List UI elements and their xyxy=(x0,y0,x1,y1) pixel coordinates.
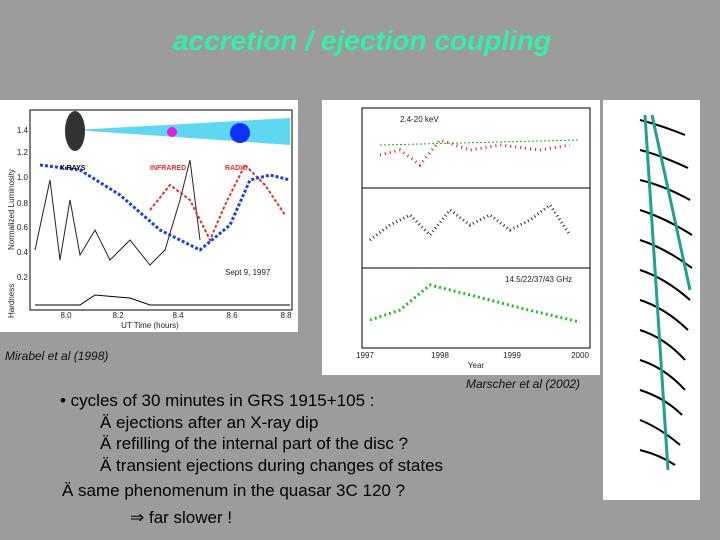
label: Normalized Luminosity xyxy=(7,169,16,250)
figure-caption: Mirabel et al (1998) xyxy=(5,349,108,363)
tick-label: 0.6 xyxy=(17,223,29,232)
xray-curve xyxy=(34,159,201,266)
bullet: • cycles of 30 minutes in GRS 1915+105 : xyxy=(60,391,374,410)
bullet: ⇒ far slower ! xyxy=(130,508,232,527)
tick-label: 0.2 xyxy=(17,273,29,282)
label: 2.4-20 keV xyxy=(400,115,439,124)
tick-label: 1999 xyxy=(503,351,521,360)
figure-marscher: 2.4-20 keV 14.5/22/37/43 GHz Year 1997 1… xyxy=(322,100,600,375)
ir-curve xyxy=(149,163,286,243)
figure-vlbi xyxy=(603,100,700,500)
tick-label: 8.2 xyxy=(112,311,124,320)
slide-title: accretion / ejection coupling xyxy=(173,25,551,56)
label: INFRARED xyxy=(150,165,186,172)
label: RADIO xyxy=(225,165,248,172)
guide-line xyxy=(379,139,581,146)
label: Year xyxy=(468,361,485,370)
tick-label: 8.4 xyxy=(172,311,184,320)
plot-frame xyxy=(29,109,293,311)
label: Hardness xyxy=(7,284,16,318)
figure-mirabel: X RAYS INFRARED RADIO Sept 9, 1997 Norma… xyxy=(0,100,298,332)
label: 14.5/22/37/43 GHz xyxy=(505,275,572,284)
tick-label: 1.2 xyxy=(17,148,29,157)
tick-label: 8.0 xyxy=(60,311,72,320)
hardness-curve xyxy=(35,294,290,306)
tick-label: 1997 xyxy=(356,351,374,360)
radio-blob xyxy=(230,123,250,143)
tick-label: 8.6 xyxy=(226,311,238,320)
label: X RAYS xyxy=(60,165,86,172)
disc-icon xyxy=(65,111,85,151)
tick-label: 1.0 xyxy=(17,173,29,182)
radio-points xyxy=(369,283,581,324)
figure-background xyxy=(322,100,600,375)
bullet: Ä same phenomenum in the quasar 3C 120 ? xyxy=(62,481,405,500)
tick-label: 2000 xyxy=(571,351,589,360)
label: Sept 9, 1997 xyxy=(225,268,271,277)
tick-label: 0.8 xyxy=(17,199,29,208)
plot-frame xyxy=(361,267,591,349)
tick-label: 1998 xyxy=(431,351,449,360)
figure-background xyxy=(603,100,700,500)
scatter-points xyxy=(369,202,572,242)
bullet: Ä ejections after an X-ray dip xyxy=(100,413,318,432)
trend-line xyxy=(650,114,692,291)
radio-curve xyxy=(39,163,291,252)
figure-caption: Marscher et al (2002) xyxy=(466,377,580,391)
tick-label: 0.4 xyxy=(17,248,29,257)
ir-blob xyxy=(167,127,177,137)
tick-label: 1.4 xyxy=(17,126,29,135)
bullet: Ä refilling of the internal part of the … xyxy=(100,434,408,453)
tick-label: 8.8 xyxy=(280,311,292,320)
bullet: Ä transient ejections during changes of … xyxy=(100,456,443,475)
trend-line xyxy=(643,114,670,471)
label: UT Time (hours) xyxy=(121,321,179,330)
